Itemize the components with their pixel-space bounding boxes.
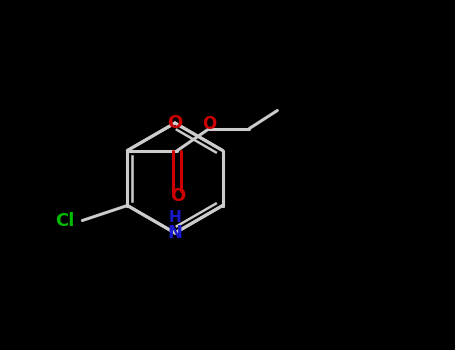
Text: O: O xyxy=(202,114,217,133)
Text: O: O xyxy=(170,187,185,204)
Text: N: N xyxy=(167,224,182,242)
Text: Cl: Cl xyxy=(55,211,74,230)
Text: O: O xyxy=(167,114,182,132)
Text: H: H xyxy=(169,210,182,225)
